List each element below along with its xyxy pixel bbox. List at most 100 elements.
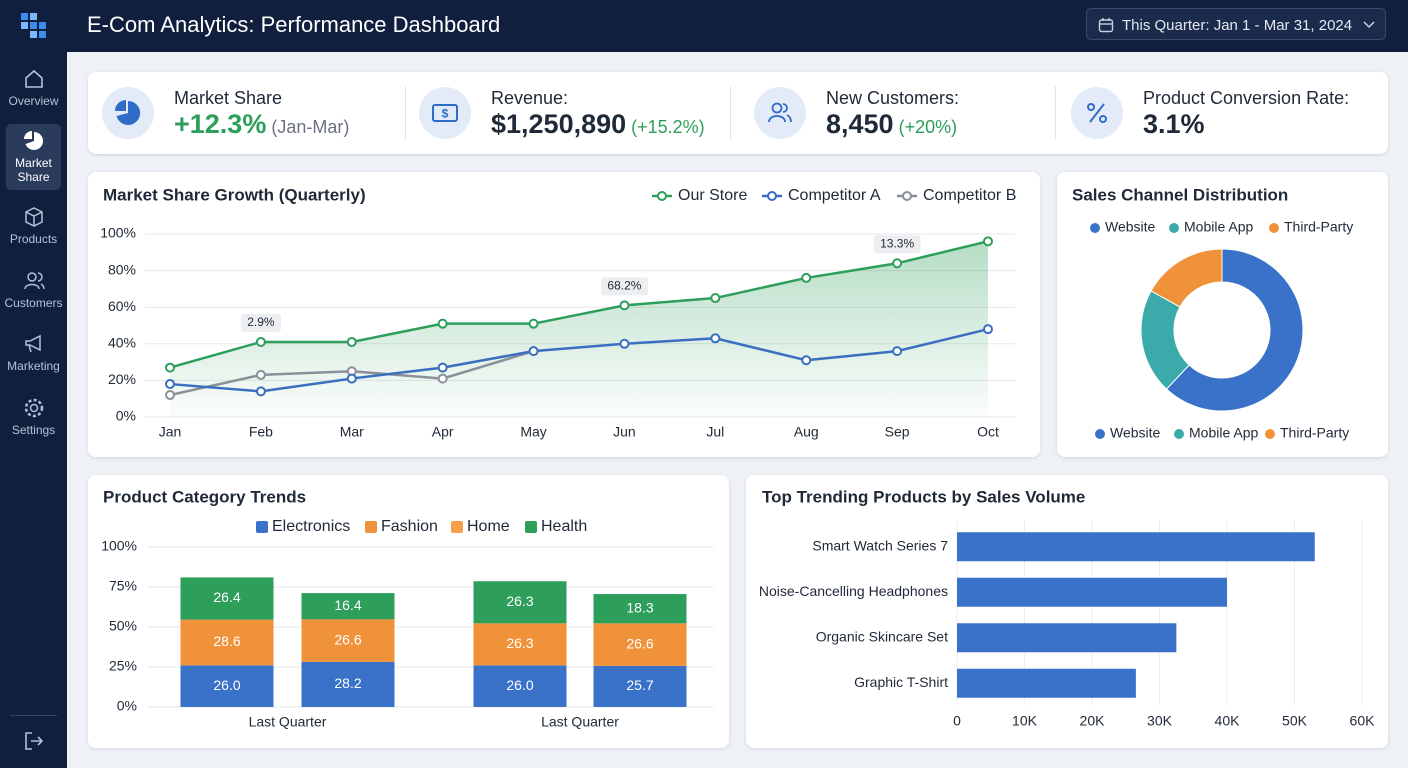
point: [801, 272, 812, 283]
legend-marker: [1169, 223, 1179, 233]
bar-segment: [473, 623, 567, 666]
legend-label: Website: [1110, 425, 1161, 441]
card: [1057, 172, 1388, 457]
kpi-note: (+20%): [898, 117, 958, 137]
y-tick-label: 25%: [109, 658, 137, 674]
kpi-card: Market Share +12.3% (Jan-Mar) $ Revenue: …: [88, 72, 1388, 154]
kpi-value: 8,450: [826, 109, 894, 139]
point: [165, 379, 175, 390]
y-tick-label: 0%: [116, 408, 136, 424]
legend-marker: [657, 191, 667, 201]
divider: [1055, 86, 1056, 140]
value-label: 25.7: [626, 677, 653, 693]
line: [169, 240, 989, 369]
legend-marker: [767, 191, 777, 201]
kpi-value: $1,250,890: [491, 109, 627, 139]
nav-item[interactable]: Overview: [0, 68, 67, 108]
chart-title: Top Trending Products by Sales Volume: [762, 487, 1085, 506]
point: [437, 318, 448, 329]
kpi-value: +12.3%: [174, 109, 267, 139]
y-tick-label: 60%: [108, 298, 136, 314]
x-tick-label: Oct: [977, 424, 999, 440]
point: [346, 373, 357, 384]
point: [619, 338, 630, 349]
annotation-box: [873, 235, 921, 254]
kpi-value: 3.1%: [1143, 109, 1205, 139]
value-label: 26.3: [506, 593, 533, 609]
annotation-box: [240, 313, 281, 332]
card: [746, 475, 1388, 748]
legend-marker: [365, 521, 377, 533]
y-tick-label: 75%: [109, 578, 137, 594]
nav-icon: [24, 334, 41, 353]
sidebar: Overview Market Share Products Customers…: [0, 52, 67, 768]
value-label: 26.6: [334, 631, 361, 647]
calendar-icon: [1098, 18, 1114, 33]
value-label: 26.4: [213, 589, 240, 605]
bar: [957, 623, 1177, 653]
chart-title: Product Category Trends: [103, 487, 306, 506]
point: [255, 336, 266, 347]
y-tick-label: Organic Skincare Set: [816, 628, 948, 644]
point: [528, 346, 539, 357]
legend-label: Our Store: [678, 187, 747, 204]
x-tick-label: Last Quarter: [249, 714, 327, 730]
kpi-icon: [754, 87, 806, 139]
legend-label: Website: [1105, 219, 1156, 235]
bar: [957, 577, 1227, 607]
x-tick-label: Apr: [432, 424, 454, 440]
legend-label: Third-Party: [1284, 219, 1353, 235]
x-tick-label: Aug: [794, 424, 819, 440]
nav-item[interactable]: Customers: [0, 270, 67, 310]
line: [169, 327, 989, 393]
legend-marker: [902, 191, 912, 201]
legend-label: Mobile App: [1189, 425, 1258, 441]
x-tick-label: Jun: [613, 424, 636, 440]
point: [346, 336, 357, 347]
legend-marker: [1090, 223, 1100, 233]
divider: [10, 715, 57, 716]
nav-icon: [24, 207, 43, 227]
kpi-icon: [1071, 87, 1123, 139]
value-label: 26.0: [213, 677, 240, 693]
y-tick-label: Noise-Cancelling Headphones: [759, 583, 948, 599]
nav-item[interactable]: Marketing: [0, 333, 67, 373]
divider: [730, 86, 731, 140]
bar-segment: [301, 661, 395, 707]
kpi-label: Product Conversion Rate:: [1143, 88, 1350, 108]
x-tick-label: Sep: [885, 424, 910, 440]
y-tick-label: 50%: [109, 618, 137, 634]
nav-icon: [24, 398, 43, 418]
point: [619, 300, 630, 311]
point: [165, 362, 175, 373]
x-tick-label: Feb: [249, 424, 273, 440]
y-tick-label: 0%: [117, 698, 137, 714]
nav-item[interactable]: Products: [0, 206, 67, 246]
annotation: 2.9%: [247, 315, 275, 329]
bar-segment: [301, 619, 395, 662]
annotation: 13.3%: [880, 236, 914, 250]
logout-icon[interactable]: [23, 730, 45, 752]
point: [710, 333, 721, 344]
nav-label: Overview: [8, 94, 59, 108]
bar-segment: [473, 581, 567, 624]
nav-item[interactable]: Settings: [0, 397, 67, 437]
x-tick-label: 0: [953, 713, 961, 729]
legend-label: Electronics: [272, 518, 350, 535]
x-tick-label: 60K: [1350, 713, 1376, 729]
x-tick-label: 10K: [1012, 713, 1038, 729]
legend-marker: [1095, 429, 1105, 439]
date-range-picker[interactable]: This Quarter: Jan 1 - Mar 31, 2024: [1086, 8, 1386, 40]
bar-segment: [180, 619, 274, 666]
nav-item-active[interactable]: Market Share: [6, 124, 61, 190]
chevron: [1363, 21, 1375, 29]
kpi-label: Revenue:: [491, 88, 569, 108]
x-tick-label: 40K: [1215, 713, 1241, 729]
nav-icon: [23, 131, 43, 150]
point: [165, 390, 175, 401]
value-label: 28.6: [213, 633, 240, 649]
nav-label: Market Share: [15, 156, 52, 184]
point: [983, 236, 993, 247]
